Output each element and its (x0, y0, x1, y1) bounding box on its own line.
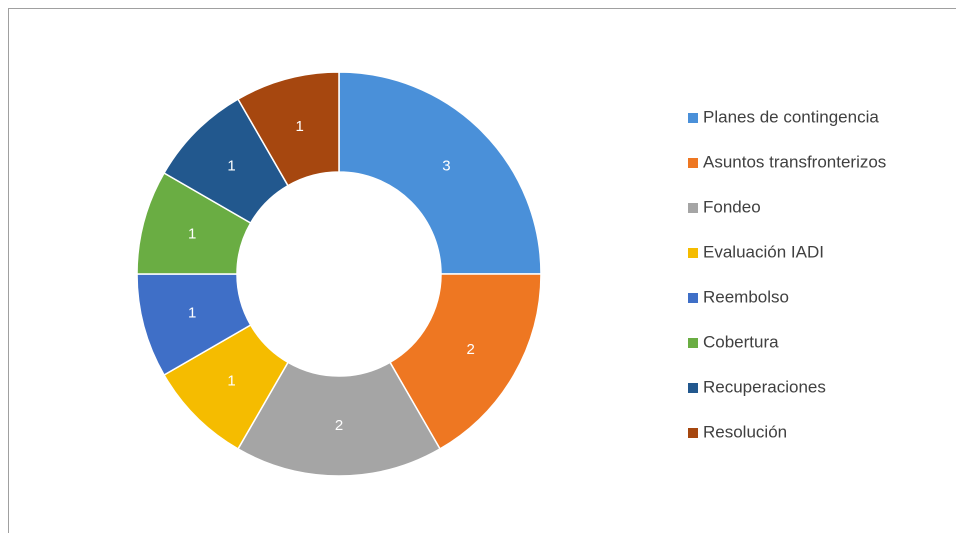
donut-slice (236, 361, 442, 477)
legend-text: Recuperaciones (703, 377, 826, 396)
legend-swatch (688, 428, 698, 438)
donut-slice (338, 71, 542, 275)
slice-label: 2 (335, 417, 343, 434)
legend-text: Cobertura (703, 332, 779, 351)
slice-label: 3 (442, 157, 450, 174)
legend-swatch (688, 383, 698, 393)
legend-text: Resolución (703, 422, 787, 441)
legend-swatch (688, 158, 698, 168)
slice-label: 1 (227, 157, 235, 174)
slice-label: 1 (227, 372, 235, 389)
legend-text: Planes de contingencia (703, 107, 879, 126)
legend-swatch (688, 203, 698, 213)
slice-label: 1 (295, 118, 303, 135)
legend-swatch (688, 113, 698, 123)
slice-label: 1 (188, 226, 196, 243)
slice-label: 1 (188, 304, 196, 321)
legend-text: Fondeo (703, 197, 761, 216)
chart-border (8, 8, 956, 533)
donut-slice (388, 273, 542, 450)
donut-slice (236, 71, 340, 187)
legend-swatch (688, 248, 698, 258)
legend-text: Evaluación IADI (703, 242, 824, 261)
legend-swatch (688, 293, 698, 303)
legend-text: Reembolso (703, 287, 789, 306)
legend-text: Asuntos transfronterizos (703, 152, 886, 171)
slice-label: 2 (466, 341, 474, 358)
legend-swatch (688, 338, 698, 348)
